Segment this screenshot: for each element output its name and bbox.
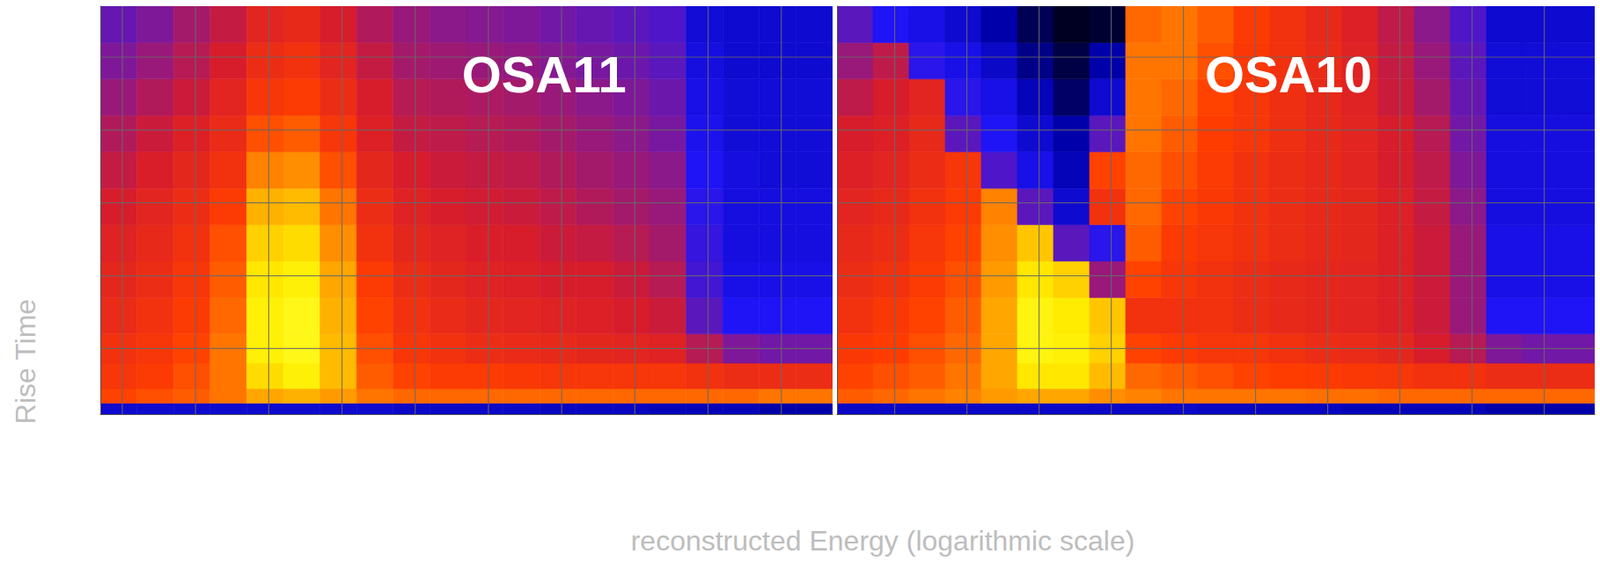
svg-text:Rise Time: Rise Time — [9, 299, 42, 425]
svg-text:OSA11: OSA11 — [462, 45, 627, 103]
svg-text:OSA10: OSA10 — [1204, 45, 1373, 103]
svg-text:reconstructed Energy (logarith: reconstructed Energy (logarithmic scale) — [631, 525, 1136, 558]
